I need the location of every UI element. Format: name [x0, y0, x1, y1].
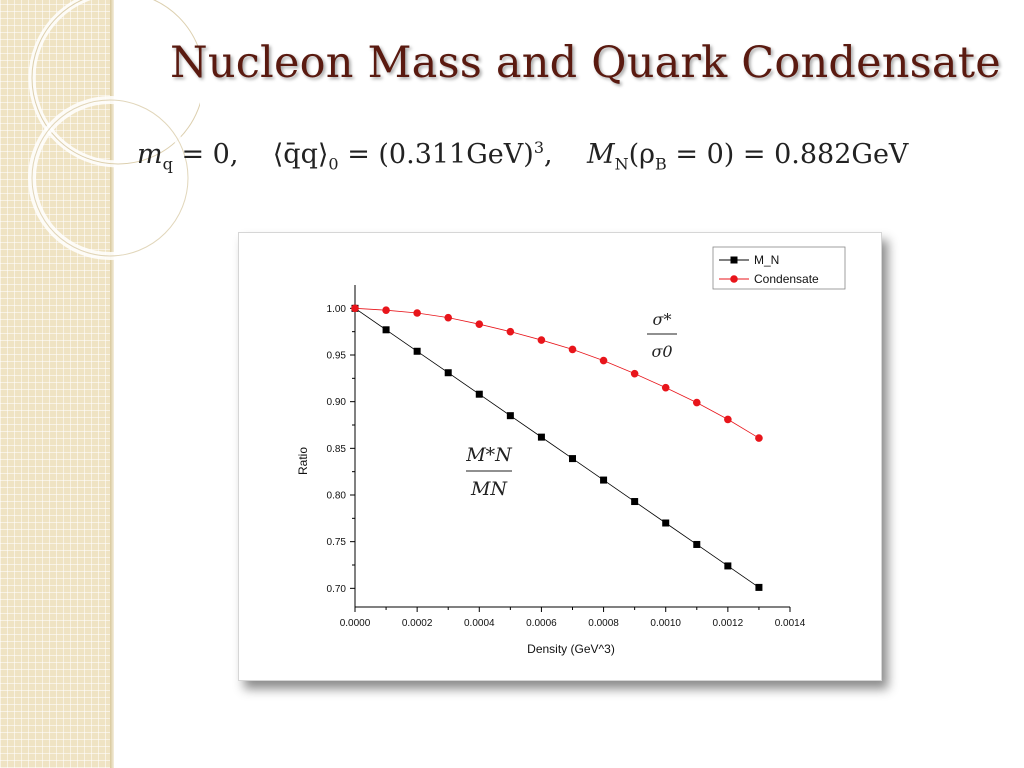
formula-mn-rhs: = 0) = 0.882GeV: [675, 139, 909, 170]
formula-condensate-sub: 0: [328, 154, 339, 174]
formula-mn-sub: N: [614, 154, 629, 174]
ratio-density-chart: 0.0000 0.0002 0.0004 0.0006 0.0008 0.0010 0.00…: [296, 246, 846, 656]
y-tick-label: 0.80: [327, 491, 347, 502]
mn-point: [600, 476, 608, 484]
sidebar-edge: [110, 0, 114, 768]
condensate-point: [630, 369, 639, 378]
condensate-point: [444, 313, 453, 322]
mass-ratio-numerator: M*N: [465, 444, 513, 466]
chart-axes: [354, 285, 790, 608]
condensate-point: [599, 356, 608, 365]
sigma-ratio-numerator: σ*: [653, 310, 672, 329]
sigma-ratio-denominator: σ0: [651, 342, 672, 361]
sigma-ratio-annotation: σ* σ0: [647, 310, 677, 361]
y-tick-label: 0.95: [327, 351, 347, 362]
condensate-point: [724, 415, 732, 424]
condensate-point: [692, 398, 701, 407]
x-tick-label: 0.0014: [775, 618, 806, 629]
condensate-point: [351, 304, 359, 313]
mn-point: [444, 369, 452, 377]
condensate-point: [382, 306, 390, 314]
mn-point: [724, 562, 732, 570]
mass-ratio-annotation: M*N MN: [465, 444, 513, 500]
condensate-point: [506, 327, 515, 336]
formula-condensate-tail: ,: [544, 139, 553, 170]
mn-point: [382, 326, 390, 334]
x-tick-label: 0.0004: [464, 618, 495, 629]
legend-box: [712, 246, 846, 290]
series-line-1: [354, 307, 760, 439]
mn-point: [537, 433, 545, 441]
x-tick-label: 0.0000: [340, 618, 371, 629]
mn-point: [755, 583, 763, 591]
condensate-point: [661, 383, 670, 392]
x-tick-label: 0.0012: [713, 618, 744, 629]
formula-mn: M: [586, 139, 615, 170]
condensate-point: [537, 336, 546, 344]
y-tick-label: 0.75: [327, 537, 347, 548]
condensate-point: [568, 345, 577, 354]
x-tick-label: 0.0010: [650, 618, 681, 629]
formula-mn-arg-sub: B: [655, 154, 667, 174]
chart-frame: 0.0000 0.0002 0.0004 0.0006 0.0008 0.0010 0.00…: [238, 232, 882, 681]
mn-point: [506, 412, 514, 420]
legend-marker: [730, 275, 738, 283]
mn-point: [475, 390, 483, 398]
mass-ratio-denominator: MN: [470, 478, 508, 500]
y-tick-label: 0.85: [327, 444, 347, 455]
condensate-point: [413, 309, 421, 317]
legend-label: Condensate: [754, 272, 819, 286]
series-line-0: [354, 308, 760, 588]
formula-mn-arg: (ρ: [628, 139, 656, 170]
mn-point: [693, 540, 701, 548]
formula-mq-rhs: = 0,: [181, 139, 239, 170]
formula-mq-sub: q: [162, 154, 173, 174]
decorative-rings: [28, 0, 200, 260]
condensate-point: [755, 434, 763, 442]
slide-title: Nucleon Mass and Quark Condensate: [170, 38, 1001, 88]
mn-point: [413, 347, 421, 355]
x-tick-label: 0.0006: [526, 618, 557, 629]
chart-series: [351, 304, 763, 591]
formula-mq: m: [137, 139, 163, 170]
formula-condensate-rhs: = (0.311GeV): [347, 139, 534, 170]
legend-marker: [730, 256, 738, 264]
y-tick-label: 0.90: [327, 397, 347, 408]
x-tick-label: 0.0008: [588, 618, 619, 629]
formula-line: mq = 0, ⟨q̄q⟩0 = (0.311GeV)3, MN(ρB = 0)…: [137, 138, 1017, 173]
condensate-point: [475, 320, 484, 328]
x-tick-label: 0.0002: [402, 618, 433, 629]
y-tick-label: 1.00: [327, 304, 347, 315]
sidebar-pattern: [0, 0, 113, 768]
formula-condensate-sup: 3: [533, 138, 544, 157]
mn-point: [569, 455, 576, 463]
chart-ticks: 0.0000 0.0002 0.0004 0.0006 0.0008 0.0010 0.00…: [327, 304, 806, 629]
x-axis-title: Density (GeV^3): [527, 642, 615, 656]
formula-condensate: ⟨q̄q⟩: [272, 139, 329, 170]
chart-legend: M_N Condensate: [712, 246, 846, 290]
y-tick-label: 0.70: [327, 584, 347, 595]
y-axis-title: Ratio: [296, 447, 310, 475]
legend-label: M_N: [754, 253, 779, 267]
mn-point: [662, 519, 670, 527]
mn-point: [631, 498, 639, 506]
